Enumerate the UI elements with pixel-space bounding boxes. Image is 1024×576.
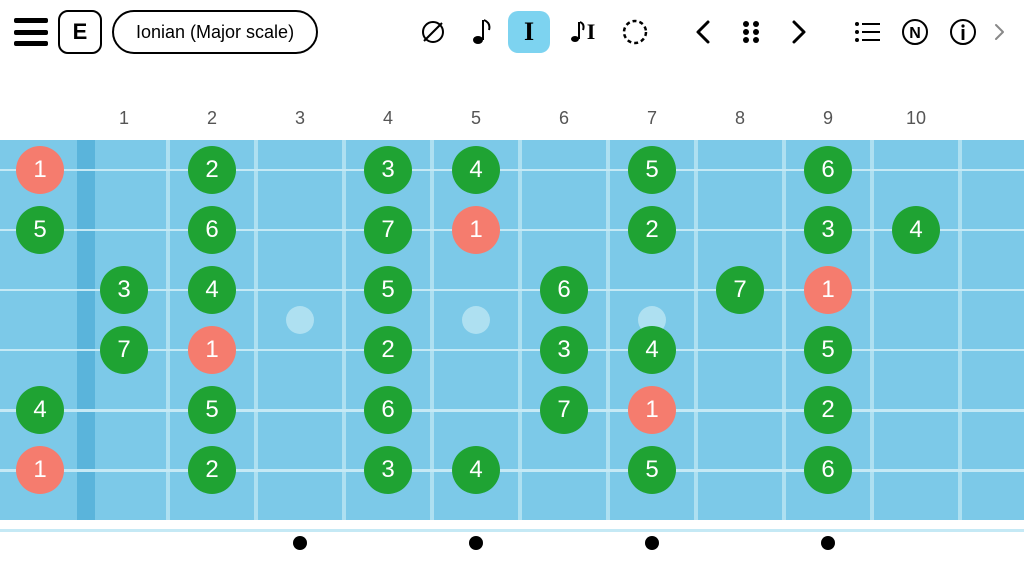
note[interactable]: 7 bbox=[716, 266, 764, 314]
note[interactable]: 5 bbox=[364, 266, 412, 314]
fret-marker-dot bbox=[293, 536, 307, 550]
notation-icon[interactable]: N bbox=[894, 11, 936, 53]
note[interactable]: 3 bbox=[364, 446, 412, 494]
fret-number-label: 9 bbox=[823, 108, 833, 129]
fretboard-wrap: 1234565671234345671712345456712123456 bbox=[0, 140, 1024, 520]
note-root[interactable]: 1 bbox=[804, 266, 852, 314]
overflow-icon[interactable] bbox=[990, 11, 1010, 53]
menu-icon[interactable] bbox=[14, 18, 48, 46]
note[interactable]: 2 bbox=[188, 146, 236, 194]
note[interactable]: 4 bbox=[16, 386, 64, 434]
fret-line bbox=[166, 140, 170, 520]
fret-line bbox=[606, 140, 610, 520]
fret-line bbox=[254, 140, 258, 520]
note[interactable]: 6 bbox=[540, 266, 588, 314]
string-line bbox=[0, 289, 1024, 291]
note[interactable]: 2 bbox=[628, 206, 676, 254]
note-root[interactable]: 1 bbox=[452, 206, 500, 254]
note[interactable]: 5 bbox=[188, 386, 236, 434]
note[interactable]: 7 bbox=[540, 386, 588, 434]
fretboard[interactable]: 1234565671234345671712345456712123456 bbox=[0, 140, 1024, 520]
note[interactable]: 6 bbox=[804, 146, 852, 194]
fret-inlay bbox=[286, 306, 314, 334]
prev-icon[interactable] bbox=[682, 11, 724, 53]
key-button[interactable]: E bbox=[58, 10, 102, 54]
note[interactable]: 6 bbox=[188, 206, 236, 254]
note-root[interactable]: 1 bbox=[16, 446, 64, 494]
clear-icon[interactable] bbox=[412, 11, 454, 53]
fret-line bbox=[342, 140, 346, 520]
note-root[interactable]: 1 bbox=[16, 146, 64, 194]
note[interactable]: 2 bbox=[364, 326, 412, 374]
svg-text:N: N bbox=[909, 25, 921, 42]
fret-number-row: 1 2 3 4 5 6 7 8 9 10 bbox=[0, 108, 1024, 136]
nut bbox=[77, 140, 95, 520]
fret-line bbox=[694, 140, 698, 520]
note[interactable]: 5 bbox=[628, 446, 676, 494]
fret-number-label: 6 bbox=[559, 108, 569, 129]
string-line bbox=[0, 169, 1024, 171]
fret-number-label: 8 bbox=[735, 108, 745, 129]
fret-number-label: 1 bbox=[119, 108, 129, 129]
scale-button[interactable]: Ionian (Major scale) bbox=[112, 10, 318, 54]
note[interactable]: 5 bbox=[628, 146, 676, 194]
note[interactable]: 5 bbox=[804, 326, 852, 374]
toolbar: E Ionian (Major scale) I I bbox=[0, 0, 1024, 64]
list-icon[interactable] bbox=[846, 11, 888, 53]
note[interactable]: 7 bbox=[100, 326, 148, 374]
note[interactable]: 6 bbox=[804, 446, 852, 494]
note[interactable]: 2 bbox=[804, 386, 852, 434]
note[interactable]: 3 bbox=[804, 206, 852, 254]
fret-line bbox=[870, 140, 874, 520]
info-icon[interactable] bbox=[942, 11, 984, 53]
string-line bbox=[0, 409, 1024, 412]
tool-icon-row: I I bbox=[412, 11, 1010, 53]
next-icon[interactable] bbox=[778, 11, 820, 53]
note[interactable]: 2 bbox=[188, 446, 236, 494]
fret-line bbox=[782, 140, 786, 520]
note-root[interactable]: 1 bbox=[188, 326, 236, 374]
interval-icon[interactable]: I bbox=[508, 11, 550, 53]
note[interactable]: 6 bbox=[364, 386, 412, 434]
fret-line bbox=[958, 140, 962, 520]
note[interactable]: 5 bbox=[16, 206, 64, 254]
note[interactable]: 4 bbox=[188, 266, 236, 314]
string-line bbox=[0, 349, 1024, 351]
fret-number-label: 5 bbox=[471, 108, 481, 129]
note[interactable]: 4 bbox=[628, 326, 676, 374]
fret-number-label: 3 bbox=[295, 108, 305, 129]
note-icon[interactable] bbox=[460, 11, 502, 53]
note[interactable]: 7 bbox=[364, 206, 412, 254]
note[interactable]: 3 bbox=[540, 326, 588, 374]
fret-number-label: 7 bbox=[647, 108, 657, 129]
note[interactable]: 4 bbox=[892, 206, 940, 254]
fret-marker-dot bbox=[469, 536, 483, 550]
note[interactable]: 4 bbox=[452, 146, 500, 194]
fret-number-label: 10 bbox=[906, 108, 926, 129]
target-icon[interactable] bbox=[614, 11, 656, 53]
fret-number-label: 2 bbox=[207, 108, 217, 129]
fret-marker-dot bbox=[821, 536, 835, 550]
patterns-icon[interactable] bbox=[730, 11, 772, 53]
fret-number-label: 4 bbox=[383, 108, 393, 129]
note-root[interactable]: 1 bbox=[628, 386, 676, 434]
string-line bbox=[0, 529, 1024, 532]
string-line bbox=[0, 469, 1024, 472]
fret-line bbox=[518, 140, 522, 520]
note[interactable]: 3 bbox=[100, 266, 148, 314]
string-line bbox=[0, 229, 1024, 231]
fret-inlay bbox=[462, 306, 490, 334]
note[interactable]: 4 bbox=[452, 446, 500, 494]
fret-line bbox=[430, 140, 434, 520]
fret-marker-dot bbox=[645, 536, 659, 550]
note[interactable]: 3 bbox=[364, 146, 412, 194]
note-interval-icon[interactable]: I bbox=[556, 11, 608, 53]
